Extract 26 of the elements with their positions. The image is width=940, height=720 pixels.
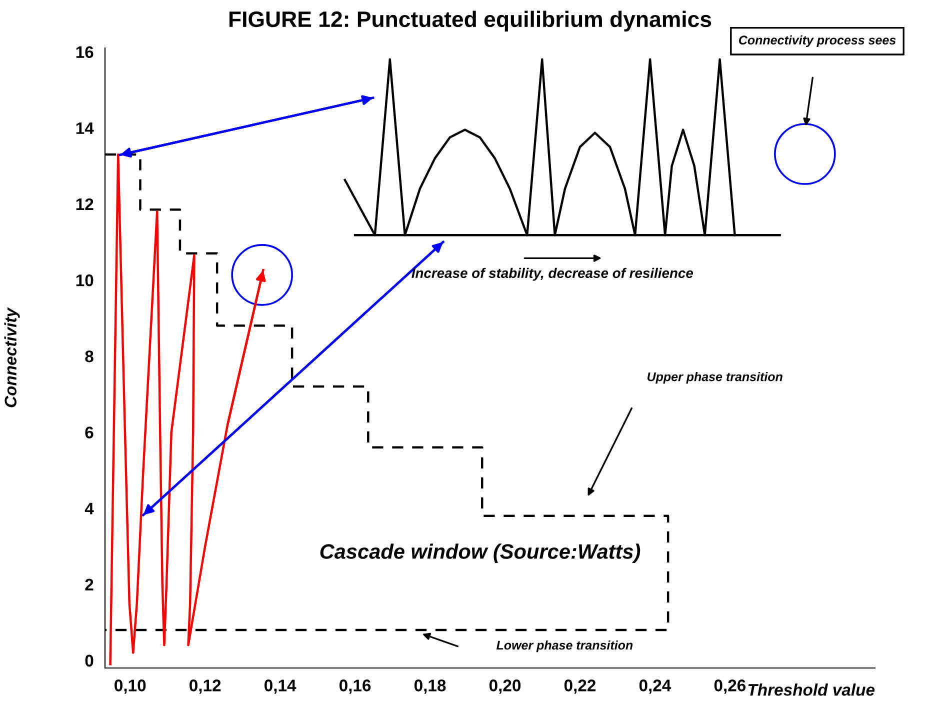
y-tick-label: 0 (85, 654, 94, 667)
y-axis-title: Connectivity (4, 307, 20, 408)
x-tick-label: 0,22 (564, 680, 596, 694)
y-tick-label: 14 (76, 122, 94, 134)
x-tick-label: 0,24 (639, 680, 672, 694)
x-tick-label: 0,10 (114, 680, 146, 694)
x-tick-label: 0,20 (489, 680, 521, 694)
x-tick-label: 0,18 (414, 680, 446, 694)
text: Connectivity process sees (739, 35, 896, 48)
x-tick-label: 0,14 (264, 680, 296, 694)
x-tick-label: 0,26 (714, 680, 746, 694)
annotation: Upper phase transition (648, 372, 782, 384)
y-tick-label: 4 (84, 502, 94, 514)
annotation: Cascade window (Source:Watts) (320, 544, 640, 564)
x-axis-title: Threshold value (748, 684, 875, 696)
x-tick-label: 0,12 (190, 680, 221, 694)
y-tick-label: 8 (85, 350, 94, 362)
annotation: Lower phase transition (496, 640, 633, 652)
y-tick-label: 12 (76, 198, 94, 210)
x-tick-label: 0,16 (339, 680, 371, 694)
y-tick-label: 6 (85, 426, 94, 438)
y-tick-label: 10 (76, 274, 94, 286)
y-tick-label: 2 (85, 578, 94, 590)
annotation: Increase of stability, decrease of resilience (412, 268, 694, 281)
y-tick-label: 16 (76, 46, 94, 58)
chart-title: FIGURE 12: Punctuated equilibrium dynamics (229, 10, 712, 32)
